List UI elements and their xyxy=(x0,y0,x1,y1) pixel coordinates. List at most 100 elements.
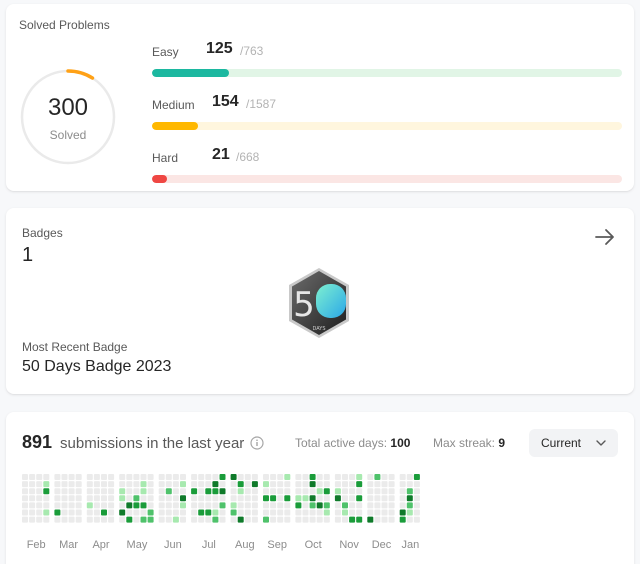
heatmap-cell[interactable] xyxy=(295,481,302,488)
heatmap-cell[interactable] xyxy=(270,481,277,488)
heatmap-cell[interactable] xyxy=(101,474,107,480)
heatmap-cell[interactable] xyxy=(191,495,198,502)
heatmap-cell[interactable] xyxy=(263,509,269,516)
heatmap-cell[interactable] xyxy=(22,516,28,523)
heatmap-cell[interactable] xyxy=(75,495,82,502)
heatmap-cell[interactable] xyxy=(295,488,302,495)
heatmap-cell[interactable] xyxy=(61,495,68,502)
heatmap-cell[interactable] xyxy=(342,474,348,480)
heatmap-cell[interactable] xyxy=(212,474,219,480)
heatmap-cell[interactable] xyxy=(191,509,198,516)
heatmap-cell[interactable] xyxy=(212,495,219,502)
heatmap-cell[interactable] xyxy=(334,474,341,480)
heatmap-cell[interactable] xyxy=(54,509,61,516)
heatmap-cell[interactable] xyxy=(75,509,82,516)
heatmap-cell[interactable] xyxy=(119,516,126,523)
heatmap-cell[interactable] xyxy=(101,481,107,488)
heatmap-cell[interactable] xyxy=(309,502,316,509)
heatmap-cell[interactable] xyxy=(219,495,226,502)
heatmap-cell[interactable] xyxy=(93,474,100,480)
heatmap-cell[interactable] xyxy=(93,509,100,516)
heatmap-cell[interactable] xyxy=(133,488,140,495)
heatmap-cell[interactable] xyxy=(172,495,179,502)
heatmap-cell[interactable] xyxy=(237,474,244,480)
heatmap-cell[interactable] xyxy=(323,488,330,495)
heatmap-cell[interactable] xyxy=(388,502,395,509)
heatmap-cell[interactable] xyxy=(140,495,147,502)
heatmap-cell[interactable] xyxy=(244,502,251,509)
heatmap-cell[interactable] xyxy=(381,488,388,495)
heatmap-cell[interactable] xyxy=(356,488,363,495)
heatmap-cell[interactable] xyxy=(251,502,258,509)
heatmap-cell[interactable] xyxy=(158,495,165,502)
heatmap-cell[interactable] xyxy=(374,474,381,480)
heatmap-cell[interactable] xyxy=(61,488,68,495)
heatmap-cell[interactable] xyxy=(356,495,363,502)
heatmap-cell[interactable] xyxy=(29,481,36,488)
heatmap-cell[interactable] xyxy=(295,516,302,523)
heatmap-cell[interactable] xyxy=(374,509,381,516)
heatmap-cell[interactable] xyxy=(93,481,100,488)
heatmap-cell[interactable] xyxy=(140,509,147,516)
heatmap-cell[interactable] xyxy=(244,488,251,495)
heatmap-cell[interactable] xyxy=(191,481,198,488)
heatmap-cell[interactable] xyxy=(388,488,395,495)
heatmap-cell[interactable] xyxy=(22,474,28,480)
heatmap-cell[interactable] xyxy=(342,502,348,509)
heatmap-cell[interactable] xyxy=(212,488,219,495)
heatmap-cell[interactable] xyxy=(147,495,154,502)
heatmap-cell[interactable] xyxy=(61,509,68,516)
heatmap-cell[interactable] xyxy=(43,481,50,488)
heatmap-cell[interactable] xyxy=(61,502,68,509)
heatmap-cell[interactable] xyxy=(180,502,186,509)
heatmap-cell[interactable] xyxy=(158,516,165,523)
heatmap-cell[interactable] xyxy=(205,502,212,509)
heatmap-cell[interactable] xyxy=(263,516,269,523)
heatmap-cell[interactable] xyxy=(126,481,133,488)
heatmap-cell[interactable] xyxy=(302,495,309,502)
heatmap-cell[interactable] xyxy=(43,474,50,480)
heatmap-cell[interactable] xyxy=(316,509,323,516)
heatmap-cell[interactable] xyxy=(119,488,126,495)
heatmap-cell[interactable] xyxy=(270,474,277,480)
heatmap-cell[interactable] xyxy=(108,474,115,480)
heatmap-cell[interactable] xyxy=(244,481,251,488)
heatmap-cell[interactable] xyxy=(75,481,82,488)
heatmap-cell[interactable] xyxy=(388,509,395,516)
heatmap-cell[interactable] xyxy=(263,488,269,495)
heatmap-cell[interactable] xyxy=(270,488,277,495)
heatmap-cell[interactable] xyxy=(108,495,115,502)
heatmap-cell[interactable] xyxy=(413,502,420,509)
heatmap-cell[interactable] xyxy=(43,509,50,516)
heatmap-cell[interactable] xyxy=(367,481,374,488)
heatmap-cell[interactable] xyxy=(277,488,284,495)
heatmap-cell[interactable] xyxy=(180,481,186,488)
heatmap-cell[interactable] xyxy=(349,481,356,488)
heatmap-cell[interactable] xyxy=(158,474,165,480)
heatmap-cell[interactable] xyxy=(140,474,147,480)
heatmap-cell[interactable] xyxy=(342,488,348,495)
heatmap-cell[interactable] xyxy=(284,509,291,516)
heatmap-cell[interactable] xyxy=(126,474,133,480)
heatmap-cell[interactable] xyxy=(22,495,28,502)
heatmap-cell[interactable] xyxy=(68,509,75,516)
heatmap-cell[interactable] xyxy=(334,516,341,523)
heatmap-cell[interactable] xyxy=(205,516,212,523)
heatmap-cell[interactable] xyxy=(140,488,147,495)
heatmap-cell[interactable] xyxy=(309,516,316,523)
heatmap-cell[interactable] xyxy=(133,509,140,516)
heatmap-cell[interactable] xyxy=(381,481,388,488)
heatmap-cell[interactable] xyxy=(191,488,198,495)
heatmap-cell[interactable] xyxy=(147,481,154,488)
year-select[interactable]: Current xyxy=(529,429,618,457)
heatmap-cell[interactable] xyxy=(86,474,93,480)
heatmap-cell[interactable] xyxy=(302,481,309,488)
heatmap-cell[interactable] xyxy=(302,509,309,516)
heatmap-cell[interactable] xyxy=(323,509,330,516)
heatmap-cell[interactable] xyxy=(237,509,244,516)
heatmap-cell[interactable] xyxy=(309,509,316,516)
heatmap-cell[interactable] xyxy=(198,502,205,509)
heatmap-cell[interactable] xyxy=(54,481,61,488)
heatmap-cell[interactable] xyxy=(399,502,406,509)
heatmap-cell[interactable] xyxy=(388,474,395,480)
